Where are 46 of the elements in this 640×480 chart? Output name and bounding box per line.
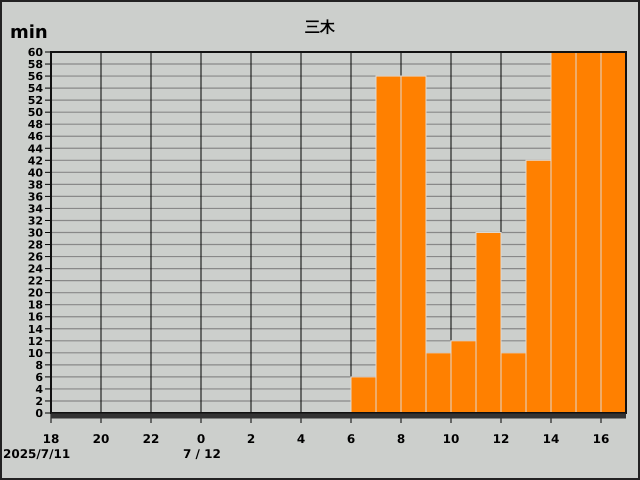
y-tick-label: 50 bbox=[28, 106, 44, 120]
y-tick-label: 24 bbox=[28, 262, 44, 276]
y-tick-label: 42 bbox=[28, 154, 43, 168]
y-axis-title: min bbox=[10, 22, 48, 43]
chart-title: 三木 bbox=[305, 18, 336, 36]
y-tick-label: 22 bbox=[28, 274, 43, 288]
y-tick-label: 44 bbox=[28, 142, 44, 156]
y-tick-label: 32 bbox=[28, 214, 43, 228]
x-tick-label: 16 bbox=[592, 432, 610, 446]
y-tick-label: 34 bbox=[28, 202, 44, 216]
x-tick-label: 12 bbox=[492, 432, 510, 446]
y-tick-label: 38 bbox=[28, 178, 43, 192]
x-tick-label: 8 bbox=[396, 432, 406, 446]
x-tick-label: 20 bbox=[92, 432, 110, 446]
x-tick-label: 0 bbox=[196, 432, 206, 446]
y-tick-label: 58 bbox=[28, 58, 43, 72]
y-tick-label: 20 bbox=[28, 286, 44, 300]
y-tick-label: 56 bbox=[28, 70, 44, 84]
y-tick-label: 48 bbox=[28, 118, 43, 132]
x-tick-label: 2 bbox=[246, 432, 256, 446]
text: 2025/7/11 bbox=[3, 447, 70, 461]
y-tick-label: 16 bbox=[28, 310, 44, 324]
y-tick-label: 46 bbox=[28, 130, 44, 144]
x-tick-label: 6 bbox=[346, 432, 356, 446]
y-tick-label: 36 bbox=[28, 190, 44, 204]
y-tick-label: 40 bbox=[28, 166, 44, 180]
y-tick-label: 54 bbox=[28, 82, 44, 96]
y-tick-label: 30 bbox=[28, 226, 44, 240]
y-tick-label: 52 bbox=[28, 94, 43, 108]
y-tick-label: 6 bbox=[35, 370, 44, 384]
y-tick-label: 60 bbox=[28, 46, 44, 59]
y-tick-label: 18 bbox=[28, 298, 43, 312]
x-tick-label: 10 bbox=[442, 432, 460, 446]
y-tick-label: 28 bbox=[28, 238, 43, 252]
text: 7 / 12 bbox=[183, 447, 221, 461]
y-tick-label: 10 bbox=[28, 346, 44, 360]
y-tick-label: 2 bbox=[35, 394, 43, 408]
y-tick-label: 14 bbox=[28, 322, 44, 336]
y-tick-label: 26 bbox=[28, 250, 44, 264]
y-tick-label: 8 bbox=[35, 358, 43, 372]
x-tick-label: 14 bbox=[542, 432, 560, 446]
y-tick-label: 4 bbox=[35, 382, 44, 396]
y-tick-label: 0 bbox=[35, 407, 44, 420]
y-tick-label: 12 bbox=[28, 334, 43, 348]
x-tick-label: 22 bbox=[142, 432, 160, 446]
x-tick-label: 4 bbox=[296, 432, 306, 446]
